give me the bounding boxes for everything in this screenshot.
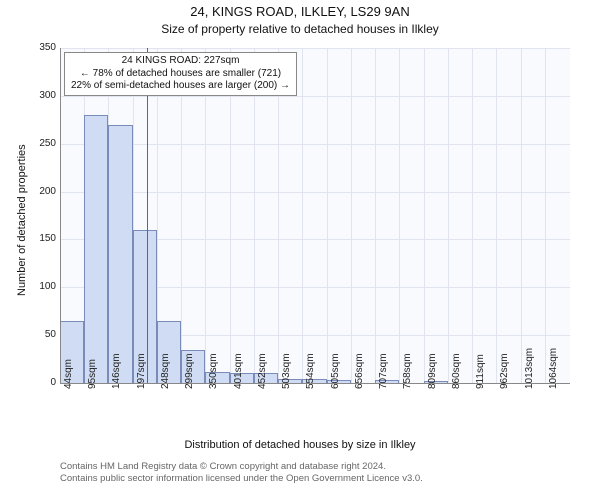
gridline-v xyxy=(472,48,473,383)
histogram-bar xyxy=(84,115,108,383)
gridline-v xyxy=(399,48,400,383)
gridline-v xyxy=(230,48,231,383)
gridline-v xyxy=(448,48,449,383)
gridline-v xyxy=(545,48,546,383)
x-tick-label: 95sqm xyxy=(87,359,98,389)
y-axis-line xyxy=(60,48,61,383)
annotation-line: ← 78% of detached houses are smaller (72… xyxy=(71,68,290,81)
y-tick-label: 0 xyxy=(28,377,56,388)
gridline-v xyxy=(302,48,303,383)
gridline-v xyxy=(496,48,497,383)
gridline-v xyxy=(327,48,328,383)
y-tick-label: 300 xyxy=(28,90,56,101)
x-axis-label: Distribution of detached houses by size … xyxy=(0,439,600,451)
chart-subtitle: Size of property relative to detached ho… xyxy=(0,22,600,36)
annotation-line: 22% of semi-detached houses are larger (… xyxy=(71,80,290,93)
plot-area xyxy=(60,48,570,383)
chart-title-address: 24, KINGS ROAD, ILKLEY, LS29 9AN xyxy=(0,4,600,19)
y-tick-label: 100 xyxy=(28,281,56,292)
gridline-h xyxy=(60,144,570,145)
footer-line-1: Contains HM Land Registry data © Crown c… xyxy=(60,461,423,473)
y-tick-label: 200 xyxy=(28,186,56,197)
gridline-v xyxy=(351,48,352,383)
y-tick-label: 350 xyxy=(28,42,56,53)
x-tick-label: 44sqm xyxy=(63,359,74,389)
x-axis-line xyxy=(60,383,570,384)
gridline-h xyxy=(60,48,570,49)
gridline-v xyxy=(424,48,425,383)
annotation-line: 24 KINGS ROAD: 227sqm xyxy=(71,55,290,68)
gridline-v xyxy=(278,48,279,383)
y-tick-label: 250 xyxy=(28,138,56,149)
y-axis-label: Number of detached properties xyxy=(16,144,28,296)
gridline-v xyxy=(375,48,376,383)
gridline-v xyxy=(521,48,522,383)
footer-attribution: Contains HM Land Registry data © Crown c… xyxy=(60,461,423,486)
y-tick-label: 150 xyxy=(28,233,56,244)
gridline-v xyxy=(181,48,182,383)
gridline-v xyxy=(205,48,206,383)
gridline-h xyxy=(60,96,570,97)
reference-line xyxy=(147,48,148,383)
histogram-bar xyxy=(108,125,132,383)
gridline-v xyxy=(254,48,255,383)
gridline-h xyxy=(60,192,570,193)
y-tick-label: 50 xyxy=(28,329,56,340)
annotation-box: 24 KINGS ROAD: 227sqm← 78% of detached h… xyxy=(64,52,297,96)
footer-line-2: Contains public sector information licen… xyxy=(60,473,423,485)
